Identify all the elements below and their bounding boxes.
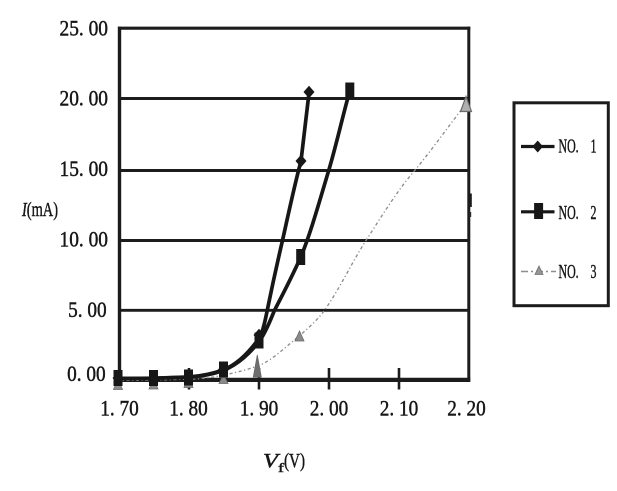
svg-text:NO. 1: NO. 1 (559, 137, 597, 158)
svg-text:NO. 2: NO. 2 (559, 203, 597, 224)
svg-text:10. 00: 10. 00 (60, 227, 109, 252)
svg-text:5. 00: 5. 00 (68, 297, 107, 322)
svg-text:I(mA): I(mA) (21, 199, 58, 221)
svg-text:20. 00: 20. 00 (60, 86, 109, 111)
svg-text:2. 10: 2. 10 (380, 396, 419, 421)
svg-text:1. 70: 1. 70 (100, 396, 139, 421)
svg-text:NO. 3: NO. 3 (559, 262, 597, 283)
svg-text:25. 00: 25. 00 (60, 16, 109, 41)
svg-text:1. 90: 1. 90 (240, 396, 279, 421)
svg-text:0. 00: 0. 00 (67, 361, 106, 386)
svg-text:2. 20: 2. 20 (447, 396, 486, 421)
svg-text:2. 00: 2. 00 (310, 396, 349, 421)
svg-text:Vf(V): Vf(V) (263, 450, 305, 475)
svg-text:15. 00: 15. 00 (60, 156, 109, 181)
svg-text:1. 80: 1. 80 (169, 396, 208, 421)
